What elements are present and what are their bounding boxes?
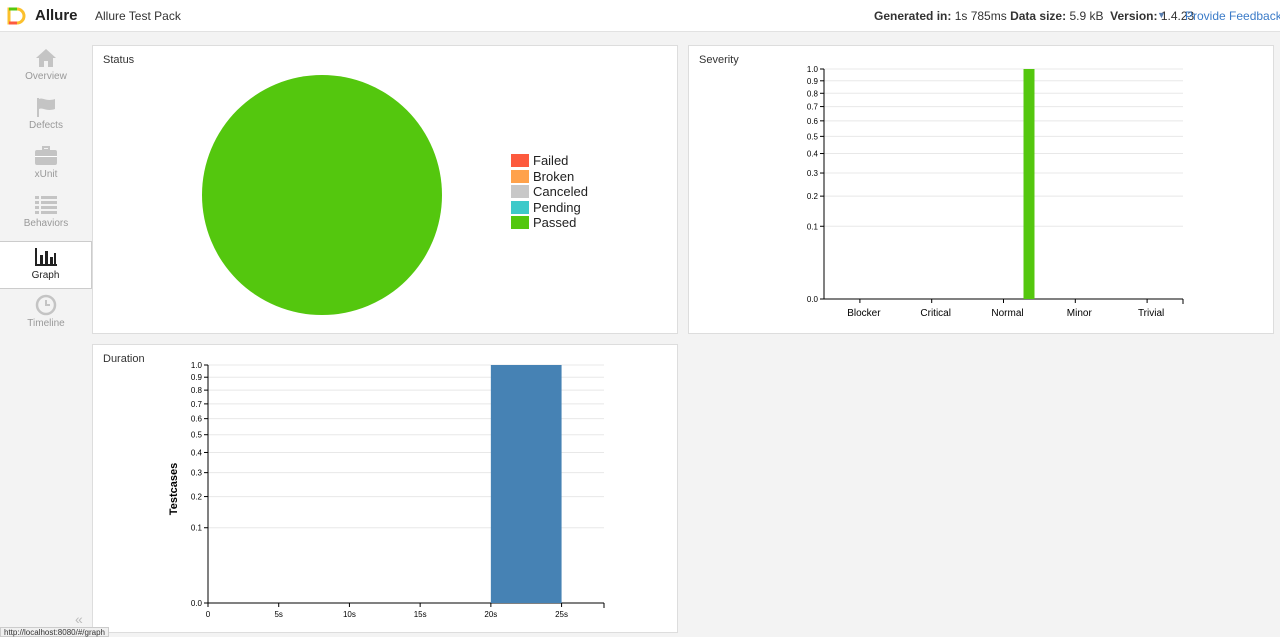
briefcase-icon	[35, 146, 57, 165]
y-tick-label: 0.1	[191, 524, 203, 533]
clock-icon	[35, 294, 57, 316]
y-tick-label: 0.9	[191, 373, 203, 382]
y-tick-label: 1.0	[191, 361, 203, 370]
y-tick-label: 0.5	[807, 132, 819, 141]
severity-bar-chart: 0.0 0.1 0.2 0.3 0.4 0.5 0.6 0.7 0.8 0.9 1.0 Blocker…	[807, 65, 1184, 319]
y-tick-label: 0.9	[807, 77, 819, 86]
y-tick-label: 0.2	[191, 493, 203, 502]
data-size-value: 5.9 kB	[1069, 9, 1104, 23]
collapse-sidebar-button[interactable]: «	[75, 611, 83, 627]
panel-title: Duration	[103, 353, 145, 365]
version-dropdown-icon[interactable]: ▼	[1157, 10, 1166, 20]
duration-panel: Duration 0.0 0.1 0.2 0.3 0.4 0.5 0.6 0.7 0.8 0.9 1…	[92, 344, 678, 633]
sidebar-item-label: xUnit	[34, 169, 58, 180]
y-tick-label: 0.5	[191, 431, 203, 440]
data-size-label: Data size:	[1010, 9, 1067, 23]
x-tick-label: 25s	[555, 610, 568, 619]
sidebar-item-overview[interactable]: Overview	[0, 43, 92, 91]
legend-label: Failed	[533, 153, 569, 168]
flag-icon	[37, 98, 55, 117]
y-tick-label: 0.0	[807, 295, 819, 304]
y-tick-label: 0.4	[807, 150, 819, 159]
bar-chart-icon	[34, 248, 57, 266]
sidebar-item-defects[interactable]: Defects	[0, 92, 92, 140]
x-tick-label: 20s	[484, 610, 497, 619]
legend-swatch	[511, 200, 529, 214]
app-title: Allure	[35, 7, 78, 24]
y-tick-label: 0.8	[191, 386, 203, 395]
sidebar-item-label: Defects	[29, 120, 63, 131]
sidebar-item-label: Behaviors	[23, 218, 69, 229]
y-tick-label: 1.0	[807, 65, 819, 74]
severity-panel: Severity 0.0 0.1 0.2 0.3 0.4 0.5 0.6 0.7 0.8 0.9 1…	[688, 45, 1274, 334]
version-value: 1.4.23	[1160, 9, 1195, 23]
sidebar-item-xunit[interactable]: xUnit	[0, 141, 92, 189]
status-pie-chart	[202, 75, 442, 315]
x-tick-label: Normal	[991, 308, 1023, 319]
legend-swatch	[511, 185, 529, 199]
project-name: Allure Test Pack	[95, 9, 181, 23]
legend-label: Passed	[533, 215, 577, 231]
y-axis-label: Testcases	[168, 463, 180, 515]
sidebar-item-label: Timeline	[27, 318, 65, 329]
x-tick-label: 10s	[343, 610, 356, 619]
legend-swatch	[511, 154, 529, 167]
sidebar-item-timeline[interactable]: Timeline	[0, 290, 92, 338]
provide-feedback-button[interactable]: Provide Feedback ▼	[1185, 9, 1280, 23]
sidebar-item-graph[interactable]: Graph	[0, 241, 92, 289]
x-tick-label: Minor	[1067, 308, 1093, 319]
x-tick-label: 0	[206, 610, 211, 619]
allure-logo-icon	[7, 7, 26, 25]
legend-label: Pending	[533, 199, 581, 215]
x-tick-label: Trivial	[1138, 308, 1164, 319]
sidebar-item-label: Overview	[25, 71, 67, 82]
x-tick-label: 15s	[414, 610, 427, 619]
legend-swatch	[511, 169, 529, 183]
histogram-bar	[490, 365, 562, 603]
duration-histogram: 0.0 0.1 0.2 0.3 0.4 0.5 0.6 0.7 0.8 0.9 1.0 0 5s 10s 1…	[168, 361, 605, 619]
provide-feedback-label: Provide Feedback	[1185, 9, 1280, 23]
y-tick-label: 0.3	[807, 169, 819, 178]
y-tick-label: 0.8	[807, 89, 819, 98]
y-tick-label: 0.3	[191, 469, 203, 478]
bar-normal	[1023, 69, 1035, 299]
generated-label: Generated in:	[874, 9, 952, 23]
pie-slice-passed	[202, 75, 442, 315]
y-tick-label: 0.0	[191, 599, 203, 608]
y-tick-label: 0.6	[191, 415, 203, 424]
top-bar: Allure Allure Test Pack Generated in: 1s…	[0, 0, 1280, 32]
legend-label: Broken	[533, 168, 575, 184]
home-icon	[36, 49, 56, 67]
sidebar: Overview Defects xUnit Behaviors Graph T…	[0, 33, 92, 637]
sidebar-item-label: Graph	[31, 270, 60, 281]
x-tick-label: Blocker	[847, 308, 881, 319]
status-panel: Status Failed Broken Canceled Pending Passed	[92, 45, 678, 334]
y-tick-label: 0.7	[191, 400, 203, 409]
report-meta: Generated in: 1s 785ms Data size: 5.9 kB…	[874, 9, 1194, 23]
version-label: Version:	[1110, 9, 1158, 23]
legend-swatch	[511, 216, 529, 230]
list-icon	[35, 196, 57, 214]
y-tick-label: 0.2	[807, 192, 819, 201]
legend-label: Canceled	[533, 184, 588, 200]
generated-value: 1s 785ms	[954, 9, 1007, 23]
y-tick-label: 0.4	[191, 448, 203, 457]
panel-title: Severity	[699, 54, 739, 66]
panel-title: Status	[103, 54, 135, 66]
y-tick-label: 0.1	[807, 222, 819, 231]
x-tick-label: 5s	[274, 610, 282, 619]
y-tick-label: 0.6	[807, 117, 819, 126]
sidebar-item-behaviors[interactable]: Behaviors	[0, 190, 92, 238]
y-tick-label: 0.7	[807, 103, 819, 112]
x-tick-label: Critical	[920, 308, 951, 319]
browser-status-url: http://localhost:8080/#/graph	[0, 627, 109, 637]
